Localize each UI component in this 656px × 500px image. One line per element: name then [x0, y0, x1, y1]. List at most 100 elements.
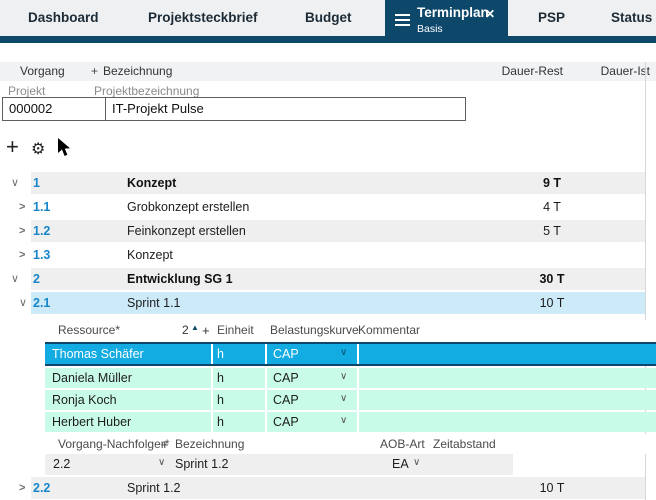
tab-status[interactable]: Status: [611, 10, 653, 25]
tab-psp[interactable]: PSP: [538, 10, 566, 25]
active-tab-sublabel: Basis: [417, 23, 443, 35]
chevron-right-icon[interactable]: >: [19, 225, 26, 237]
resource-einheit: h: [217, 371, 224, 385]
col-einheit[interactable]: Einheit: [217, 323, 254, 337]
hamburger-menu-icon[interactable]: [395, 14, 410, 26]
task-duration: 30 T: [539, 272, 565, 286]
task-row-1-2[interactable]: > 1.2 Feinkonzept erstellen 5 T: [0, 220, 656, 242]
col-vorgang: Vorgang: [20, 64, 65, 78]
task-row-2-1[interactable]: ∨ 2.1 Sprint 1.1 10 T: [0, 292, 656, 314]
add-resource-icon[interactable]: +: [202, 323, 210, 338]
task-name: Grobkonzept erstellen: [127, 200, 250, 214]
tab-terminplan-active[interactable]: Terminplan ✕ Basis: [385, 0, 508, 43]
successor-aob-select[interactable]: EA: [392, 457, 409, 471]
col-bezeichnung[interactable]: Bezeichnung: [175, 437, 245, 451]
task-row-1-3[interactable]: > 1.3 Konzept: [0, 244, 656, 266]
add-column-icon[interactable]: +: [91, 64, 99, 78]
resource-table-header: Ressource* 2 ▲ + Einheit Belastungskurve…: [45, 320, 656, 342]
task-row-1-1[interactable]: > 1.1 Grobkonzept erstellen 4 T: [0, 196, 656, 218]
resource-name: Thomas Schäfer: [52, 347, 144, 361]
task-row-1[interactable]: ∨ 1 Konzept 9 T: [0, 172, 656, 194]
sort-ascending-icon[interactable]: ▲: [191, 323, 199, 332]
task-duration: 5 T: [543, 224, 561, 238]
successor-vorgang-select[interactable]: 2.2: [53, 457, 71, 471]
tab-underline: [0, 36, 656, 43]
resource-einheit: h: [217, 393, 224, 407]
schedule-tree: ∨ 1 Konzept 9 T > 1.1 Grobkonzept erstel…: [0, 172, 656, 316]
col-aob-art[interactable]: AOB-Art: [380, 437, 425, 451]
resource-einheit: h: [217, 347, 224, 361]
task-number: 2: [33, 272, 40, 286]
task-name: Sprint 1.2: [127, 481, 181, 495]
chevron-down-icon[interactable]: ∨: [340, 347, 348, 358]
task-duration: 4 T: [543, 200, 561, 214]
close-icon[interactable]: ✕: [485, 7, 496, 21]
resource-einheit: h: [217, 415, 224, 429]
resource-kurve: CAP: [273, 415, 299, 429]
resource-row[interactable]: Daniela Müller h CAP ∨: [45, 368, 656, 388]
project-name-label: Projektbezeichnung: [94, 84, 200, 98]
chevron-down-icon[interactable]: ∨: [158, 457, 166, 468]
successor-bezeichnung: Sprint 1.2: [175, 457, 229, 471]
pointer-icon[interactable]: [57, 138, 71, 162]
task-number: 1.1: [33, 200, 51, 214]
sort-count: 2: [182, 323, 189, 337]
task-number: 1: [33, 176, 40, 190]
task-row-2[interactable]: ∨ 2 Entwicklung SG 1 30 T: [0, 268, 656, 290]
resource-row-selected[interactable]: Thomas Schäfer h CAP ∨: [45, 342, 656, 366]
resource-kurve: CAP: [273, 347, 299, 361]
successor-row[interactable]: 2.2 ∨ Sprint 1.2 EA ∨: [45, 454, 513, 475]
resource-name: Ronja Koch: [52, 393, 117, 407]
col-belastungskurve[interactable]: Belastungskurve: [270, 323, 359, 337]
successor-table-header: Vorgang-Nachfolger* + Bezeichnung AOB-Ar…: [45, 434, 656, 454]
project-field-group: 000002 IT-Projekt Pulse: [2, 97, 466, 121]
chevron-down-icon[interactable]: ∨: [340, 371, 348, 382]
grid-right-border: [645, 62, 646, 500]
task-row-2-2[interactable]: > 2.2 Sprint 1.2 10 T: [0, 477, 656, 499]
project-number-label: Projekt: [8, 84, 46, 98]
col-zeitabstand[interactable]: Zeitabstand: [433, 437, 496, 451]
col-dauer-rest: Dauer-Rest: [501, 64, 563, 78]
task-duration: 9 T: [542, 176, 562, 190]
task-number: 2.1: [33, 296, 51, 310]
chevron-right-icon[interactable]: >: [19, 482, 26, 494]
resource-kurve: CAP: [273, 371, 299, 385]
task-name: Konzept: [127, 248, 173, 262]
toolbar: + ⚙: [0, 134, 200, 164]
resource-row[interactable]: Ronja Koch h CAP ∨: [45, 390, 656, 410]
col-vorgang-nachfolger[interactable]: Vorgang-Nachfolger*: [58, 437, 170, 451]
task-name: Konzept: [127, 176, 177, 190]
task-duration: 10 T: [539, 296, 565, 310]
project-number-field[interactable]: 000002: [3, 98, 106, 120]
chevron-right-icon[interactable]: >: [19, 201, 26, 213]
resource-name: Daniela Müller: [52, 371, 132, 385]
resource-kurve: CAP: [273, 393, 299, 407]
chevron-down-icon[interactable]: ∨: [19, 297, 28, 309]
gear-icon[interactable]: ⚙: [31, 141, 46, 158]
col-bezeichnung: Bezeichnung: [103, 64, 173, 78]
add-row-icon[interactable]: +: [6, 134, 19, 159]
tab-projektsteckbrief[interactable]: Projektsteckbrief: [148, 10, 258, 25]
chevron-down-icon[interactable]: ∨: [11, 273, 20, 285]
chevron-right-icon[interactable]: >: [19, 249, 26, 261]
task-detail-panel: Ressource* 2 ▲ + Einheit Belastungskurve…: [45, 320, 656, 475]
chevron-down-icon[interactable]: ∨: [11, 177, 20, 189]
task-name: Entwicklung SG 1: [127, 272, 233, 286]
col-kommentar[interactable]: Kommentar: [358, 323, 421, 337]
add-successor-icon[interactable]: +: [161, 437, 169, 452]
resource-row[interactable]: Herbert Huber h CAP ∨: [45, 412, 656, 432]
col-dauer-ist: Dauer-Ist: [600, 64, 650, 78]
tab-bar: Dashboard Projektsteckbrief Budget PSP S…: [0, 0, 656, 36]
task-name: Feinkonzept erstellen: [127, 224, 246, 238]
tab-dashboard[interactable]: Dashboard: [28, 10, 99, 25]
chevron-down-icon[interactable]: ∨: [340, 393, 348, 404]
chevron-down-icon[interactable]: ∨: [413, 457, 421, 468]
task-number: 1.3: [33, 248, 51, 262]
task-number: 2.2: [33, 481, 51, 495]
project-name-field[interactable]: IT-Projekt Pulse: [112, 101, 204, 116]
task-duration: 10 T: [539, 481, 565, 495]
chevron-down-icon[interactable]: ∨: [340, 415, 348, 426]
col-ressource[interactable]: Ressource*: [58, 323, 121, 337]
task-name: Sprint 1.1: [127, 296, 181, 310]
tab-budget[interactable]: Budget: [305, 10, 352, 25]
